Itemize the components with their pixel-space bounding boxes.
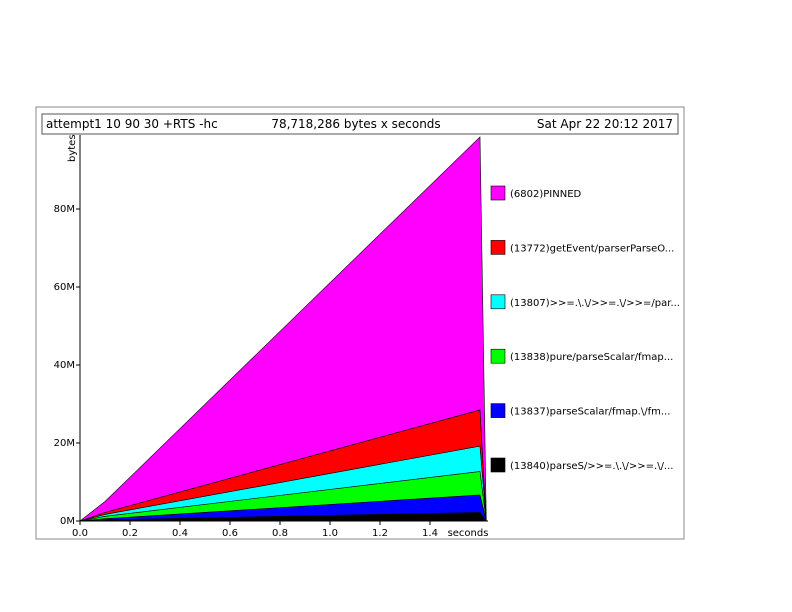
header-box	[41, 113, 679, 135]
x-tick-label: 0.8	[272, 528, 288, 539]
program-title: attempt1 10 90 30 +RTS -hc	[46, 117, 218, 131]
y-ticks: 0M 20M 40M 60M 80M	[54, 204, 80, 527]
x-tick-label: 0.2	[122, 528, 138, 539]
legend-label: (13772)getEvent/parserParseO...	[510, 243, 674, 254]
stacked-areas	[79, 136, 487, 522]
legend: (6802)PINNED (13772)getEvent/parserParseO…	[490, 185, 680, 473]
y-tick-label: 60M	[54, 282, 75, 293]
legend-swatch	[490, 294, 506, 310]
x-tick-label: 1.0	[322, 528, 338, 539]
x-tick-label: 0.6	[222, 528, 238, 539]
legend-label: (13837)parseScalar/fmap.\/fm...	[510, 407, 670, 418]
legend-label: (13807)>>=.\.\/>>=.\/>>=/par...	[510, 298, 680, 309]
x-tick-label: 1.2	[372, 528, 388, 539]
legend-label: (13840)parseS/>>=.\.\/>>=.\/...	[510, 461, 673, 472]
total-bytes-seconds: 78,718,286 bytes x seconds	[271, 117, 440, 131]
legend-swatch	[490, 348, 506, 364]
legend-swatch	[490, 240, 506, 255]
y-tick-label: 0M	[60, 516, 75, 527]
x-tick-label: 1.4	[422, 528, 438, 539]
profile-date: Sat Apr 22 20:12 2017	[537, 117, 673, 131]
x-tick-label: 0.0	[72, 528, 88, 539]
y-axis-label: bytes	[67, 134, 78, 162]
legend-label: (13838)pure/parseScalar/fmap...	[510, 352, 673, 363]
legend-swatch	[490, 403, 506, 418]
y-tick-label: 80M	[54, 204, 75, 215]
x-axis-label: seconds	[448, 528, 489, 539]
x-ticks: 0.0 0.2 0.4 0.6 0.8 1.0 1.2 1.4	[72, 521, 438, 539]
x-tick-label: 0.4	[172, 528, 188, 539]
y-tick-label: 40M	[54, 360, 75, 371]
legend-swatch	[490, 185, 506, 201]
legend-label: (6802)PINNED	[510, 189, 582, 200]
y-tick-label: 20M	[54, 438, 75, 449]
legend-swatch	[490, 457, 506, 473]
